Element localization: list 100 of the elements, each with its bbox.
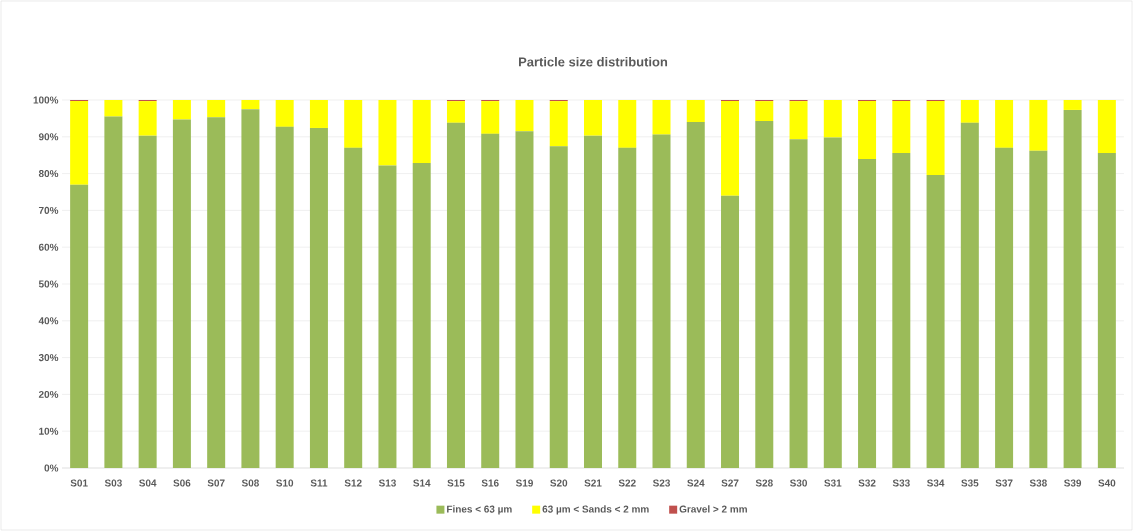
x-tick-label: S32 — [858, 479, 876, 487]
bar — [378, 100, 397, 166]
bar — [823, 100, 842, 138]
bar — [960, 122, 979, 468]
x-tick-label: S14 — [413, 479, 431, 487]
bar — [309, 127, 328, 468]
x-tick-label: S12 — [344, 479, 362, 487]
x-tick-label: S16 — [481, 479, 499, 487]
bar — [652, 100, 671, 135]
x-tick-label: S39 — [1064, 479, 1082, 487]
bar — [70, 101, 89, 185]
x-tick-label: S06 — [173, 479, 191, 487]
legend-label: 63 µm < Sands < 2 mm — [542, 505, 649, 515]
y-tick-label: 90% — [38, 133, 59, 141]
bar — [1029, 150, 1048, 468]
x-tick-label: S31 — [824, 479, 842, 487]
bar — [858, 158, 877, 468]
x-tick-label: S33 — [892, 479, 910, 487]
x-tick-label: S08 — [241, 479, 259, 487]
bar — [823, 137, 842, 468]
bar — [446, 101, 465, 123]
bar — [926, 101, 945, 176]
y-tick-label: 10% — [39, 427, 59, 435]
y-tick-label: 20% — [38, 390, 59, 398]
bar — [618, 147, 637, 468]
bar — [995, 100, 1014, 148]
bar — [618, 100, 637, 148]
x-tick-label: S35 — [961, 479, 979, 487]
x-tick-label: S38 — [1029, 479, 1047, 487]
bar — [789, 101, 808, 140]
bar — [207, 100, 226, 118]
bar — [241, 100, 260, 110]
x-tick-label: S23 — [652, 479, 671, 487]
x-tick-label: S20 — [550, 479, 568, 487]
x-tick-label: S13 — [378, 479, 396, 487]
y-tick-label: 30% — [38, 354, 59, 362]
bar — [926, 175, 945, 468]
x-tick-label: S03 — [104, 479, 122, 487]
x-tick-label: S40 — [1098, 479, 1116, 487]
bar — [549, 101, 568, 147]
bar — [995, 147, 1014, 468]
bar — [412, 162, 431, 468]
bar — [481, 133, 500, 468]
bar — [686, 122, 705, 468]
bar — [446, 122, 465, 468]
x-tick-label: S04 — [139, 479, 157, 487]
y-tick-label: 60% — [38, 243, 59, 251]
x-tick-label: S21 — [584, 479, 602, 487]
bar — [241, 109, 260, 468]
bar — [960, 100, 979, 123]
x-tick-label: S15 — [447, 479, 465, 487]
bar — [275, 126, 294, 468]
bar — [172, 119, 191, 468]
bar — [1063, 109, 1082, 468]
y-tick-label: 80% — [38, 170, 59, 178]
x-tick-label: S22 — [618, 479, 636, 487]
bar — [104, 100, 123, 117]
bar — [721, 101, 740, 196]
bar — [481, 101, 500, 134]
bar — [1097, 152, 1116, 468]
bar — [275, 100, 294, 127]
bar — [515, 131, 534, 468]
x-tick-label: S19 — [515, 479, 533, 487]
y-tick-label: 70% — [38, 206, 59, 214]
bar — [412, 100, 431, 163]
bar — [583, 135, 602, 468]
bar — [652, 134, 671, 468]
bar — [70, 184, 89, 468]
bar — [172, 100, 191, 120]
bar — [755, 120, 774, 468]
bar — [789, 139, 808, 468]
bar — [378, 165, 397, 468]
x-tick-label: S10 — [276, 479, 294, 487]
x-tick-label: S24 — [687, 479, 705, 487]
bar — [515, 100, 534, 132]
x-tick-label: S11 — [310, 479, 328, 487]
legend-label: Gravel > 2 mm — [679, 505, 747, 513]
bar — [1097, 100, 1116, 153]
legend-label: Fines < 63 µm — [447, 505, 512, 515]
bar — [892, 152, 911, 468]
x-tick-label: S07 — [207, 479, 225, 487]
y-tick-label: 0% — [44, 464, 59, 472]
x-tick-label: S01 — [70, 479, 88, 487]
bar — [207, 117, 226, 468]
y-tick-label: 50% — [38, 280, 59, 288]
bar — [104, 116, 123, 468]
bar — [549, 146, 568, 468]
x-tick-label: S27 — [721, 479, 739, 487]
y-tick-label: 100% — [33, 96, 59, 104]
bar — [344, 147, 363, 468]
bar — [858, 101, 877, 159]
bar — [138, 101, 157, 136]
bar — [1029, 100, 1048, 151]
bar — [892, 101, 911, 153]
bar — [583, 100, 602, 136]
bar — [1063, 100, 1082, 110]
chart-title: Particle size distribution — [519, 56, 668, 67]
bar — [686, 100, 705, 123]
x-tick-label: S37 — [995, 479, 1013, 487]
x-tick-label: S28 — [755, 479, 773, 487]
